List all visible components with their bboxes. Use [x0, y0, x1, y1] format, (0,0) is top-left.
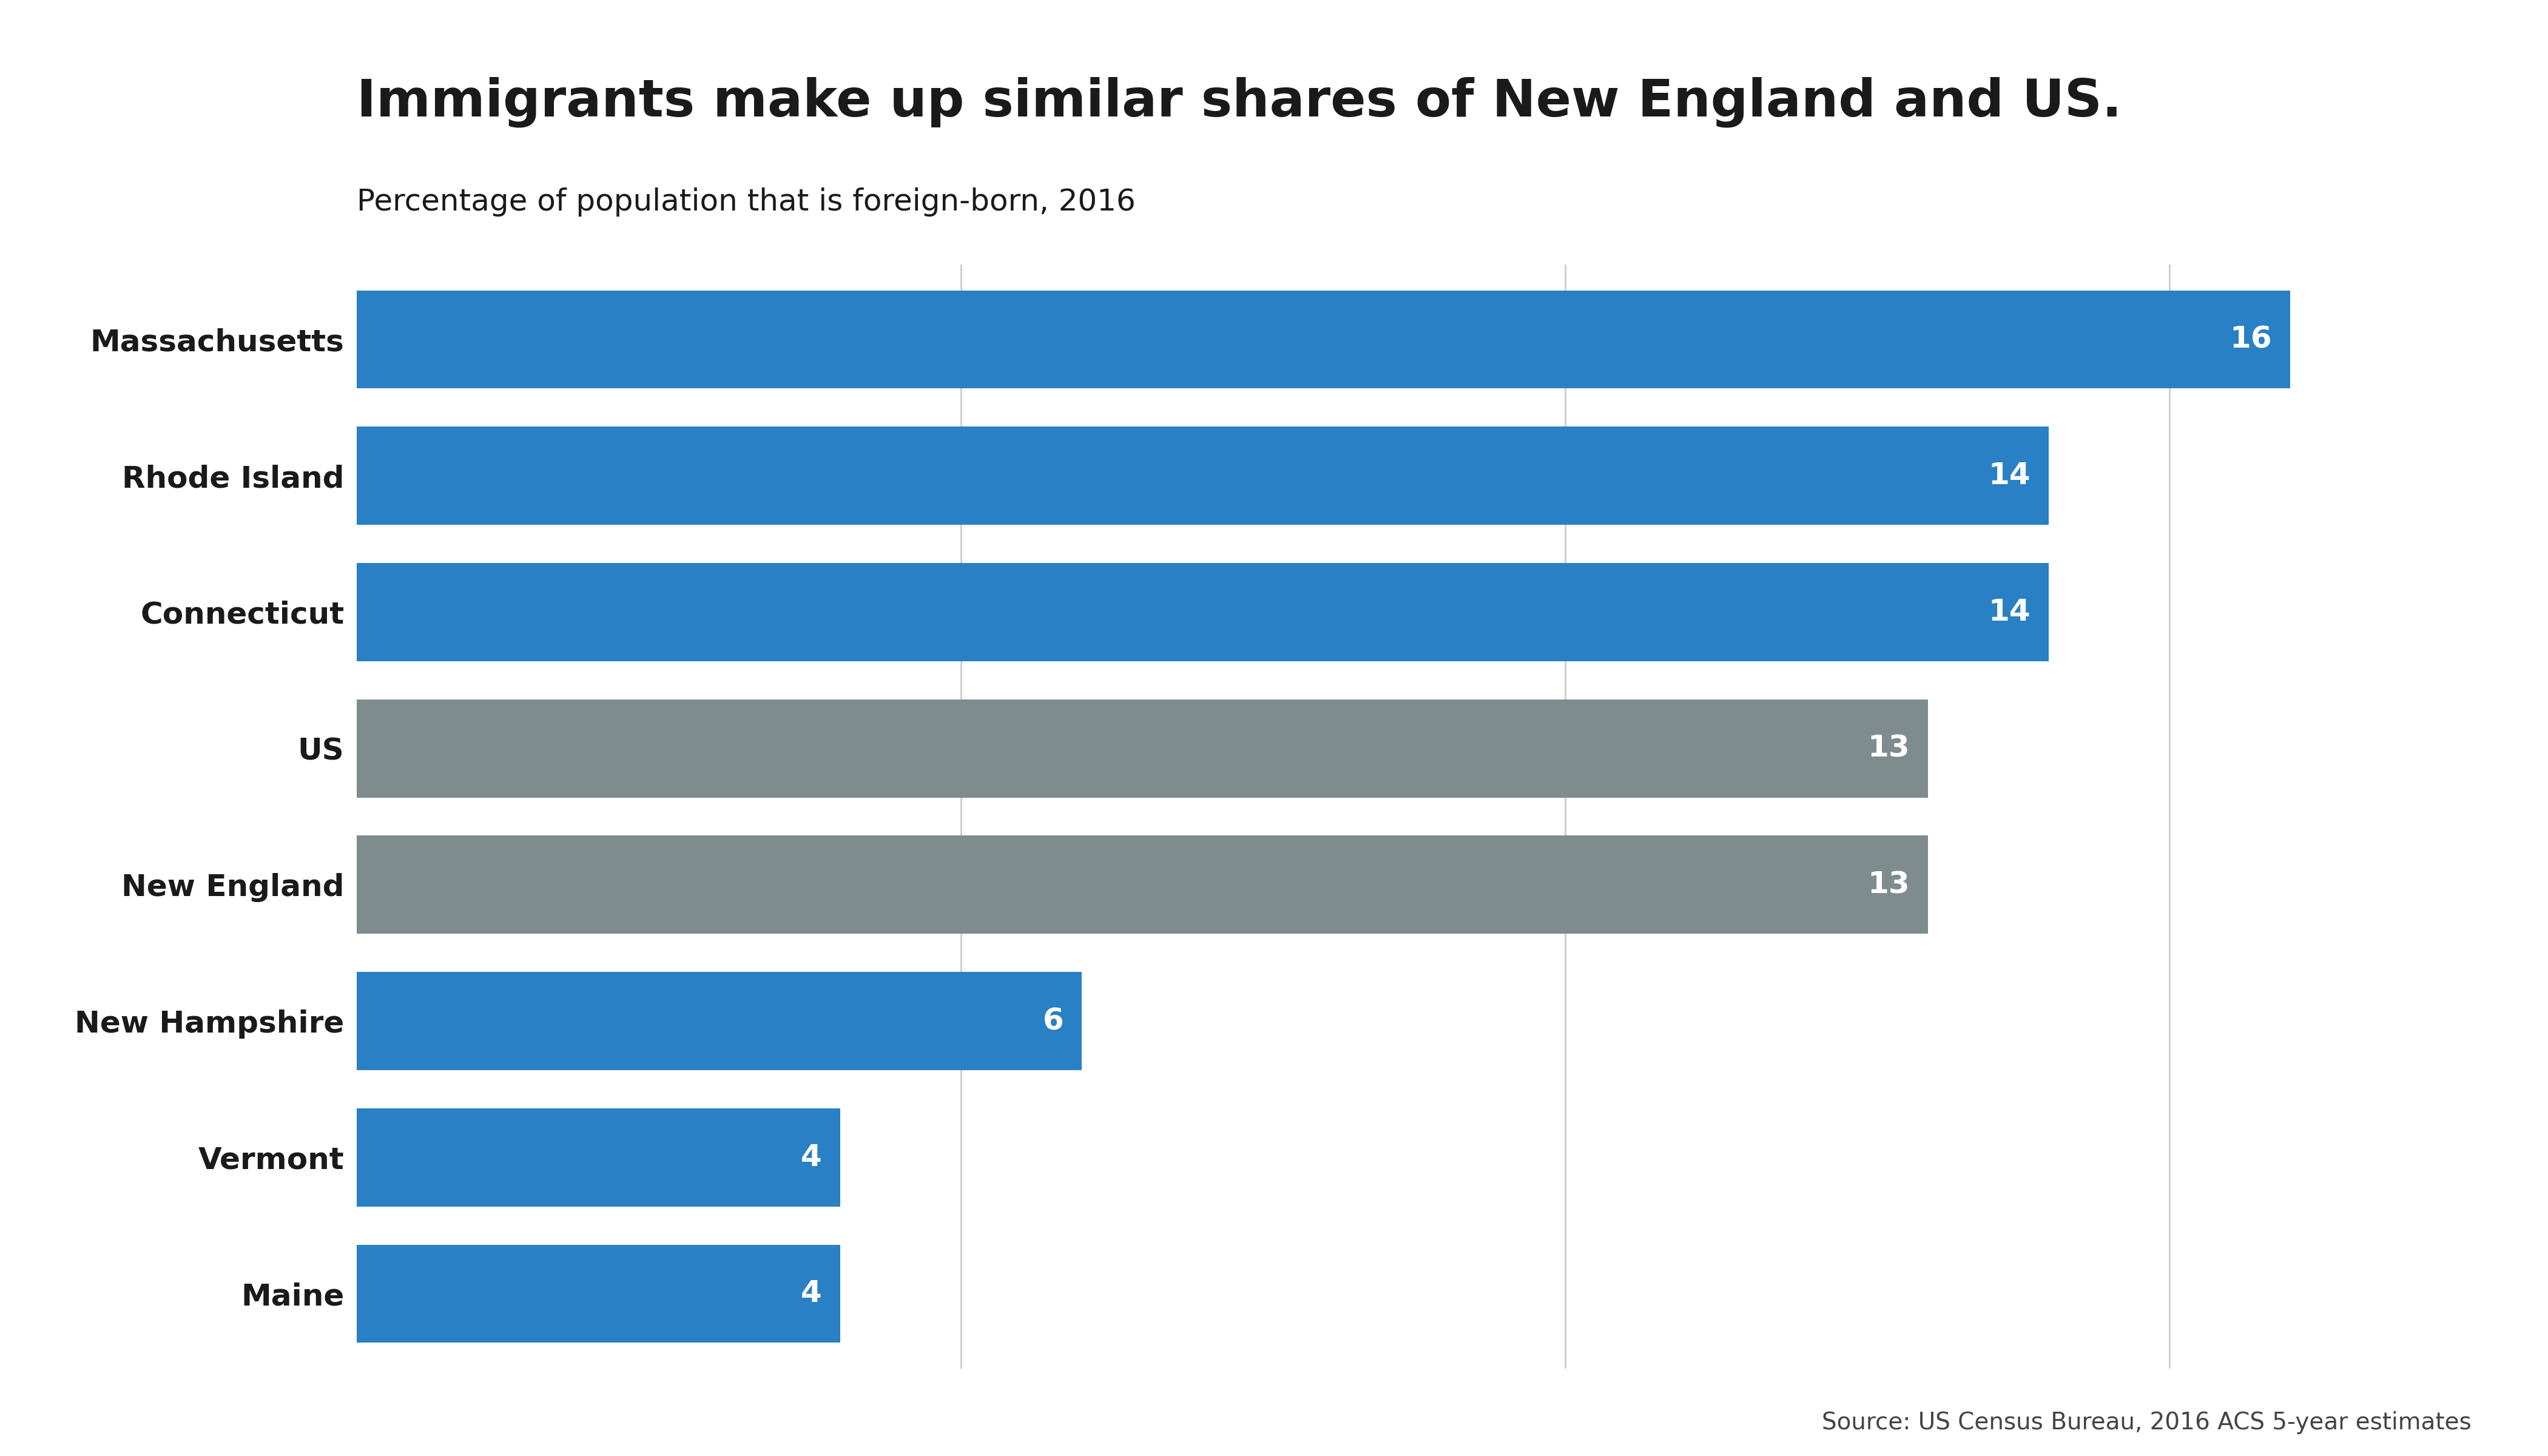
- Bar: [357, 290, 2291, 389]
- Bar: [357, 836, 1929, 933]
- Text: 4: 4: [800, 1143, 823, 1172]
- Text: 14: 14: [1987, 597, 2031, 626]
- Bar: [357, 699, 1929, 798]
- Text: Immigrants make up similar shares of New England and US.: Immigrants make up similar shares of New…: [357, 77, 2122, 128]
- Text: 6: 6: [1042, 1006, 1063, 1035]
- Bar: [357, 1245, 841, 1342]
- Text: 16: 16: [2230, 325, 2273, 354]
- Bar: [357, 563, 2049, 661]
- Bar: [357, 1108, 841, 1207]
- Text: 14: 14: [1987, 462, 2031, 491]
- Text: Source: US Census Bureau, 2016 ACS 5-year estimates: Source: US Census Bureau, 2016 ACS 5-yea…: [1822, 1411, 2472, 1434]
- Text: 4: 4: [800, 1280, 823, 1309]
- Bar: [357, 427, 2049, 524]
- Text: 13: 13: [1868, 871, 1908, 900]
- Bar: [357, 973, 1083, 1070]
- Text: Percentage of population that is foreign-born, 2016: Percentage of population that is foreign…: [357, 188, 1136, 217]
- Text: 13: 13: [1868, 734, 1908, 763]
